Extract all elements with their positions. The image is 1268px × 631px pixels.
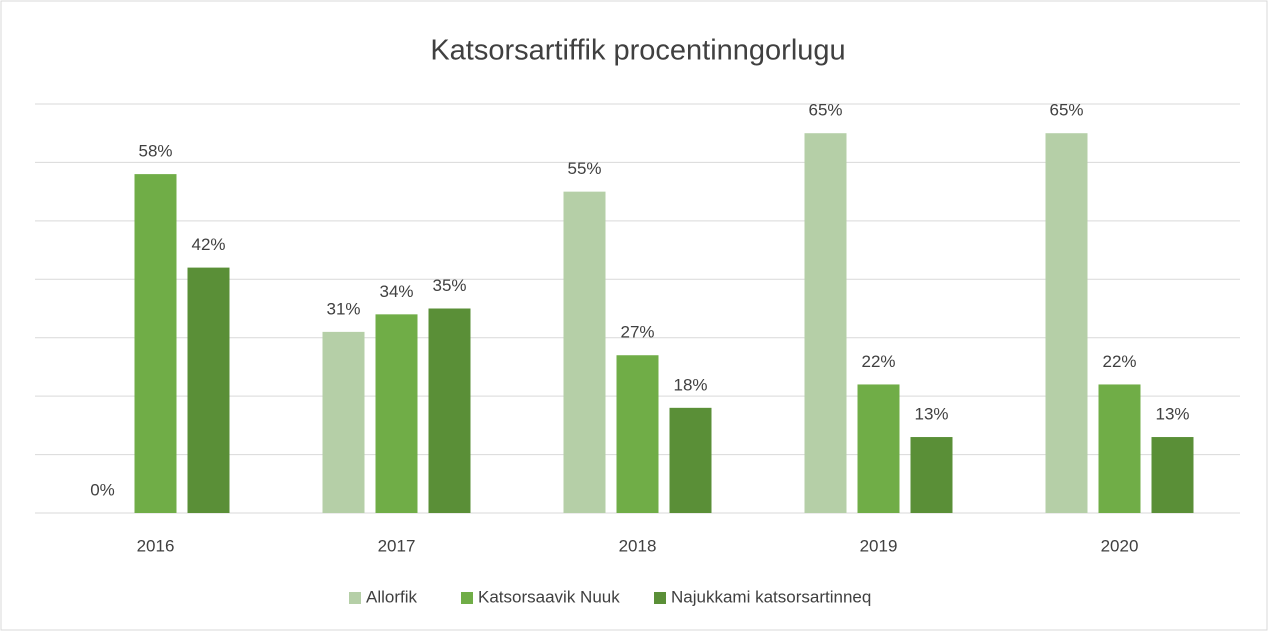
bar (616, 355, 659, 513)
bar (563, 191, 606, 513)
data-label: 22% (1102, 352, 1136, 371)
data-label: 34% (379, 282, 413, 301)
legend-label: Allorfik (366, 587, 418, 606)
x-tick-label: 2020 (1101, 536, 1139, 555)
data-label: 35% (432, 276, 466, 295)
bar (804, 133, 847, 513)
bar (322, 331, 365, 513)
bar (428, 308, 471, 513)
data-label: 58% (138, 142, 172, 161)
data-label: 13% (914, 405, 948, 424)
bar (187, 267, 230, 513)
bar (1151, 437, 1194, 513)
bar (669, 407, 712, 513)
x-tick-label: 2016 (137, 536, 175, 555)
bar (134, 174, 177, 513)
bar (1045, 133, 1088, 513)
chart-title: Katsorsartiffik procentinngorlugu (430, 35, 845, 67)
data-label: 55% (567, 159, 601, 178)
data-label: 42% (191, 235, 225, 254)
data-label: 31% (326, 299, 360, 318)
bar (375, 314, 418, 513)
data-label: 65% (1049, 101, 1083, 120)
data-label: 0% (90, 480, 115, 499)
bar (857, 384, 900, 513)
legend-swatch (654, 592, 666, 604)
legend-label: Najukkami katsorsartinneq (671, 587, 871, 606)
data-label: 65% (808, 101, 842, 120)
legend-label: Katsorsaavik Nuuk (478, 587, 620, 606)
data-label: 27% (620, 323, 654, 342)
x-tick-label: 2017 (378, 536, 416, 555)
legend-swatch (349, 592, 361, 604)
x-tick-label: 2018 (619, 536, 657, 555)
data-label: 18% (673, 375, 707, 394)
x-tick-label: 2019 (860, 536, 898, 555)
data-label: 22% (861, 352, 895, 371)
legend-swatch (461, 592, 473, 604)
data-label: 13% (1155, 405, 1189, 424)
bar (1098, 384, 1141, 513)
bar (910, 437, 953, 513)
